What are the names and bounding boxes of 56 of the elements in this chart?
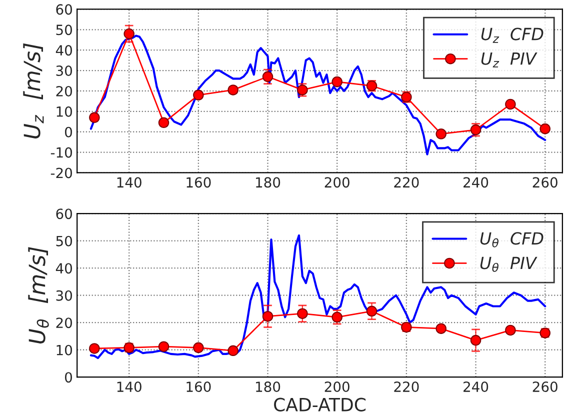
point	[332, 76, 342, 88]
x-tick-label: 240	[464, 177, 488, 188]
point	[193, 342, 204, 354]
y-tick-label: 40	[56, 263, 72, 274]
point	[228, 345, 238, 356]
y-axis-title: U$_{z}$ [m/s]	[23, 43, 44, 138]
y-tick-label: 10	[56, 106, 72, 117]
x-tick-label: 260	[532, 382, 558, 392]
x-tick-label: 160	[186, 177, 211, 188]
y-tick-label: 0	[64, 126, 72, 138]
y-tick-label: -20	[50, 168, 72, 178]
x-tick-label: 220	[394, 382, 419, 392]
point	[366, 306, 378, 317]
x-tick-label: 200	[324, 177, 350, 188]
y-tick-label: 50	[56, 236, 72, 246]
x-tick-label: 260	[532, 177, 558, 188]
point	[262, 310, 274, 322]
x-tick-label: 180	[256, 177, 280, 188]
y-tick-label: 40	[56, 45, 72, 56]
x-tick-label: 140	[117, 382, 142, 392]
point	[158, 341, 170, 352]
point	[158, 117, 170, 128]
x-tick-label: 180	[256, 382, 280, 392]
legend-label: U$_{z}$ PIV	[481, 52, 538, 68]
point	[505, 98, 516, 110]
point	[505, 324, 516, 336]
legend-label: U$_{θ}$ CFD	[480, 232, 544, 248]
x-axis-title: CAD-ATDC	[274, 398, 366, 412]
x-tick-label: 220	[394, 177, 419, 188]
y-tick-label: 30	[56, 66, 72, 76]
point	[262, 71, 274, 82]
y-tick-label: -10	[50, 147, 72, 158]
point	[193, 90, 204, 100]
x-tick-label: 160	[186, 382, 211, 392]
x-tick-label: 200	[324, 382, 350, 392]
legend-label: U$_{z}$ CFD	[481, 28, 544, 43]
y-tick-label: 10	[56, 344, 72, 356]
point	[89, 343, 100, 354]
x-tick-label: 240	[464, 382, 488, 392]
x-tick-label: 140	[117, 177, 142, 188]
y-tick-label: 20	[56, 86, 72, 96]
line-series	[90, 234, 546, 360]
y-axis-title: U$_{θ}$ [m/s]	[28, 247, 49, 344]
point	[124, 28, 134, 40]
point	[470, 334, 482, 346]
y-tick-label: 50	[56, 24, 72, 36]
legend-label: U$_{θ}$ PIV	[480, 256, 538, 272]
point	[297, 308, 308, 319]
y-tick-label: 60	[56, 4, 72, 15]
point	[436, 323, 446, 334]
y-tick-label: 0	[64, 372, 72, 383]
y-tick-label: 60	[56, 208, 72, 220]
point	[540, 123, 550, 134]
point	[436, 128, 446, 140]
y-tick-label: 20	[56, 318, 72, 328]
y-tick-label: 30	[56, 290, 72, 301]
